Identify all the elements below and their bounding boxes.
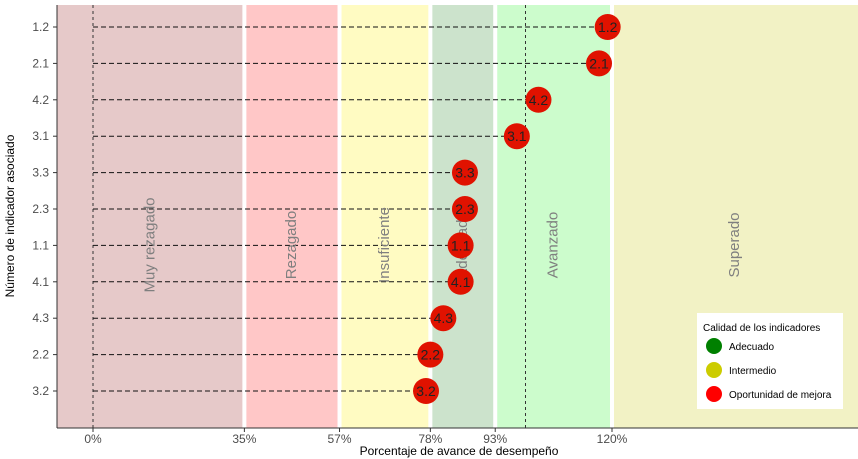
data-label: 2.2 bbox=[421, 347, 441, 363]
y-tick-label: 2.2 bbox=[32, 348, 49, 362]
zone-muy-rezagado bbox=[57, 5, 245, 428]
x-tick-label: 0% bbox=[84, 432, 102, 446]
data-point bbox=[413, 378, 440, 404]
data-label: 3.1 bbox=[507, 128, 527, 144]
data-label: 1.2 bbox=[598, 19, 618, 35]
data-label: 3.3 bbox=[455, 165, 475, 181]
legend-label-adecuado: Adecuado bbox=[729, 342, 774, 353]
y-tick-label: 1.1 bbox=[32, 238, 49, 252]
legend-label-oportunidad: Oportunidad de mejora bbox=[729, 390, 832, 401]
reference-lines bbox=[92, 5, 526, 428]
data-point bbox=[586, 50, 613, 77]
zone-label-muy-rezagado: Muy rezagado bbox=[142, 197, 159, 292]
data-label: 4.1 bbox=[451, 274, 471, 290]
x-tick-label: 57% bbox=[328, 432, 352, 446]
x-tick-label: 35% bbox=[232, 432, 256, 446]
data-label: 2.1 bbox=[589, 55, 609, 71]
data-label: 2.3 bbox=[455, 201, 475, 217]
zone-label-avanzado: Avanzado bbox=[545, 212, 562, 278]
x-tick-label: 93% bbox=[483, 432, 507, 446]
zone-label-rezagado: Rezagado bbox=[283, 211, 300, 279]
zone-label-superado: Superado bbox=[726, 212, 743, 277]
y-axis-title: Número de indicador asociado bbox=[3, 134, 17, 297]
y-tick-label: 4.1 bbox=[32, 275, 49, 289]
zone-insuficiente bbox=[339, 5, 431, 428]
x-tick-label: 78% bbox=[418, 432, 442, 446]
y-tick-label: 1.2 bbox=[32, 20, 49, 34]
legend-label-intermedio: Intermedio bbox=[729, 366, 777, 377]
zone-label-insuficiente: Insuficiente bbox=[376, 207, 393, 283]
data-point bbox=[430, 305, 457, 332]
y-tick-label: 3.3 bbox=[32, 166, 49, 180]
data-label: 4.3 bbox=[434, 310, 454, 326]
data-point bbox=[503, 123, 530, 150]
data-point bbox=[451, 196, 478, 222]
data-point bbox=[447, 232, 474, 259]
data-point bbox=[451, 159, 478, 186]
legend-swatch-oportunidad bbox=[706, 386, 722, 402]
zones-layer bbox=[57, 5, 858, 428]
x-axis-title: Porcentaje de avance de desempeño bbox=[360, 444, 559, 458]
x-tick-label: 120% bbox=[597, 432, 628, 446]
data-label: 4.2 bbox=[529, 92, 549, 108]
y-tick-label: 2.1 bbox=[32, 56, 49, 70]
connector-lines bbox=[93, 26, 608, 392]
data-points: 1.2 2.1 4.2 3.1 3.3 2.3 1.1 4.1 4.3 2.2 3.2 bbox=[413, 14, 621, 404]
data-point bbox=[447, 268, 474, 295]
y-tick-label: 3.1 bbox=[32, 129, 49, 143]
y-tick-label: 3.2 bbox=[32, 384, 49, 398]
data-label: 3.2 bbox=[416, 383, 436, 399]
y-tick-label: 4.2 bbox=[32, 93, 49, 107]
zone-labels: Muy rezagadoRezagadoInsuficienteAdecuado… bbox=[142, 197, 743, 292]
data-label: 1.1 bbox=[451, 237, 471, 253]
y-tick-label: 4.3 bbox=[32, 311, 49, 325]
data-point bbox=[525, 86, 552, 113]
legend-swatch-intermedio bbox=[706, 362, 722, 378]
zone-avanzado bbox=[495, 5, 612, 428]
y-tick-label: 2.3 bbox=[32, 202, 49, 216]
legend: Calidad de los indicadores Adecuado Inte… bbox=[697, 313, 843, 409]
legend-swatch-adecuado bbox=[706, 338, 722, 354]
data-point bbox=[417, 341, 444, 368]
zone-rezagado bbox=[244, 5, 340, 428]
axes: 0% 35% 57% 78% 93% 120% 1.2 2.1 4.2 3.1 3.3 2.3 1.1 4… bbox=[32, 5, 858, 446]
legend-title: Calidad de los indicadores bbox=[703, 323, 820, 334]
data-point bbox=[594, 14, 621, 40]
